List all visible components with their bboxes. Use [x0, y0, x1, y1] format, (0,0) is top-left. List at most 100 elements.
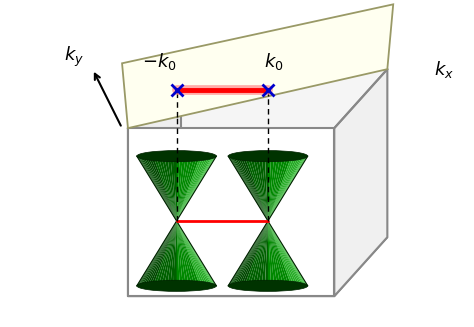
Polygon shape — [177, 221, 205, 286]
Polygon shape — [170, 221, 177, 286]
Polygon shape — [137, 156, 177, 221]
Polygon shape — [268, 156, 283, 221]
Polygon shape — [268, 221, 305, 286]
Polygon shape — [259, 221, 268, 286]
Polygon shape — [170, 156, 177, 221]
Polygon shape — [177, 221, 197, 286]
Polygon shape — [230, 156, 268, 221]
Polygon shape — [265, 156, 268, 221]
Polygon shape — [177, 221, 209, 286]
Polygon shape — [177, 156, 186, 221]
Polygon shape — [231, 221, 268, 286]
Polygon shape — [177, 221, 216, 286]
Polygon shape — [229, 221, 268, 286]
Polygon shape — [255, 156, 268, 221]
Polygon shape — [153, 156, 177, 221]
Polygon shape — [177, 156, 183, 221]
Polygon shape — [141, 156, 177, 221]
Polygon shape — [268, 156, 308, 221]
Polygon shape — [158, 221, 177, 286]
Polygon shape — [164, 156, 177, 221]
Polygon shape — [145, 156, 177, 221]
Polygon shape — [137, 221, 177, 286]
Polygon shape — [177, 221, 214, 286]
Polygon shape — [268, 221, 280, 286]
Polygon shape — [137, 156, 177, 221]
Ellipse shape — [137, 280, 216, 291]
Polygon shape — [122, 4, 393, 128]
Polygon shape — [228, 156, 268, 221]
Polygon shape — [177, 221, 195, 286]
Polygon shape — [177, 156, 213, 221]
Polygon shape — [141, 221, 177, 286]
Polygon shape — [234, 221, 268, 286]
Polygon shape — [268, 221, 286, 286]
Polygon shape — [268, 221, 283, 286]
Polygon shape — [268, 156, 303, 221]
Polygon shape — [177, 221, 210, 286]
Ellipse shape — [228, 280, 308, 291]
Polygon shape — [145, 221, 177, 286]
Polygon shape — [268, 221, 277, 286]
Polygon shape — [268, 221, 308, 286]
Polygon shape — [177, 221, 212, 286]
Polygon shape — [143, 156, 177, 221]
Polygon shape — [268, 156, 277, 221]
Polygon shape — [173, 221, 177, 286]
Polygon shape — [177, 156, 216, 221]
Polygon shape — [268, 221, 296, 286]
Polygon shape — [268, 221, 307, 286]
Polygon shape — [232, 221, 268, 286]
Polygon shape — [268, 156, 306, 221]
Polygon shape — [247, 156, 268, 221]
Polygon shape — [262, 156, 268, 221]
Ellipse shape — [228, 150, 308, 162]
Polygon shape — [177, 156, 207, 221]
Polygon shape — [240, 221, 268, 286]
Polygon shape — [151, 156, 177, 221]
Polygon shape — [177, 156, 205, 221]
Polygon shape — [177, 156, 209, 221]
Polygon shape — [268, 221, 289, 286]
Polygon shape — [231, 156, 268, 221]
Polygon shape — [177, 221, 207, 286]
Polygon shape — [177, 221, 192, 286]
Polygon shape — [148, 156, 177, 221]
Polygon shape — [138, 221, 177, 286]
Polygon shape — [240, 156, 268, 221]
Ellipse shape — [137, 150, 216, 162]
Polygon shape — [255, 221, 268, 286]
Polygon shape — [137, 221, 177, 286]
Polygon shape — [262, 221, 268, 286]
Polygon shape — [167, 221, 177, 286]
Polygon shape — [161, 156, 177, 221]
Polygon shape — [250, 156, 268, 221]
Polygon shape — [268, 156, 307, 221]
Polygon shape — [236, 156, 268, 221]
Polygon shape — [228, 221, 268, 286]
Polygon shape — [164, 221, 177, 286]
Polygon shape — [177, 221, 216, 286]
Polygon shape — [334, 69, 387, 296]
Polygon shape — [177, 156, 216, 221]
Polygon shape — [138, 156, 177, 221]
Polygon shape — [137, 221, 177, 286]
Polygon shape — [242, 156, 268, 221]
Polygon shape — [242, 221, 268, 286]
Polygon shape — [177, 156, 200, 221]
Polygon shape — [234, 156, 268, 221]
Polygon shape — [151, 221, 177, 286]
Text: $-k_0$: $-k_0$ — [142, 51, 176, 72]
Polygon shape — [177, 156, 189, 221]
Polygon shape — [259, 156, 268, 221]
Polygon shape — [268, 221, 274, 286]
Polygon shape — [177, 221, 180, 286]
Polygon shape — [253, 221, 268, 286]
Polygon shape — [268, 156, 296, 221]
Polygon shape — [143, 221, 177, 286]
Polygon shape — [177, 156, 192, 221]
Polygon shape — [237, 156, 268, 221]
Polygon shape — [128, 128, 334, 296]
Polygon shape — [228, 221, 268, 286]
Polygon shape — [247, 221, 268, 286]
